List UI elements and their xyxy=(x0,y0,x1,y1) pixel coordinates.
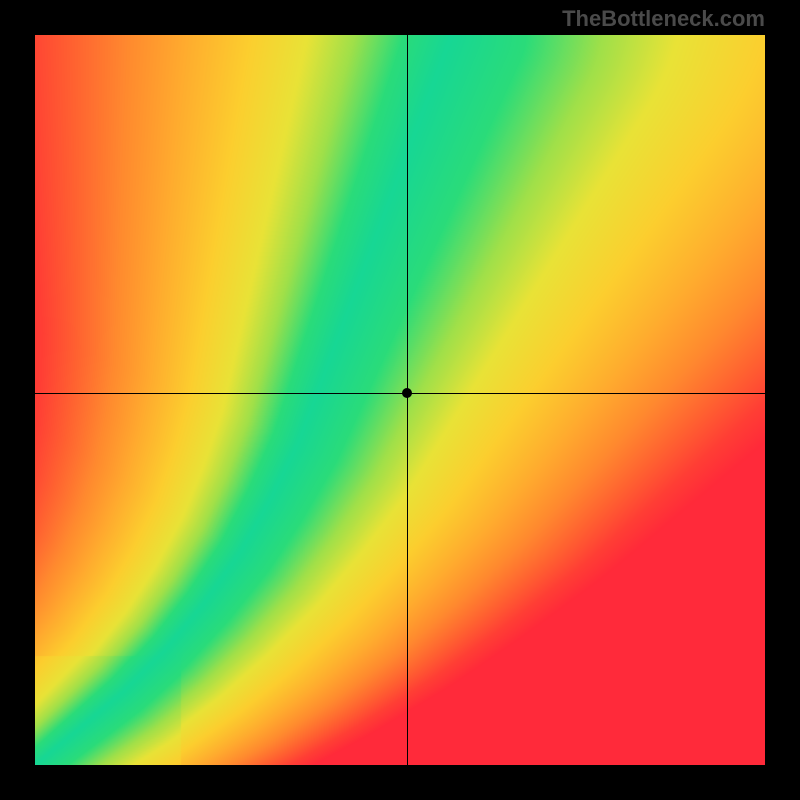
crosshair-vertical xyxy=(407,35,408,765)
watermark-text: TheBottleneck.com xyxy=(562,6,765,32)
crosshair-horizontal xyxy=(35,393,765,394)
heatmap-canvas xyxy=(35,35,765,765)
plot-area xyxy=(35,35,765,765)
crosshair-marker xyxy=(402,388,412,398)
